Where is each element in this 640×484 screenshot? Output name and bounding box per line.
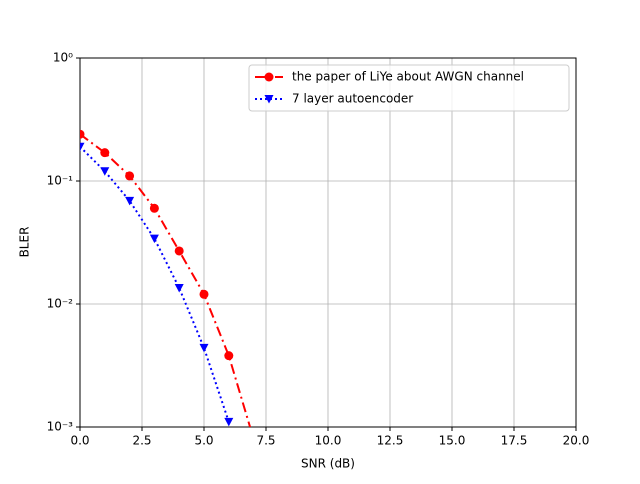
series-line — [80, 133, 252, 427]
x-tick-label: 10.0 — [315, 434, 342, 448]
x-tick-label: 15.0 — [439, 434, 466, 448]
series-line — [80, 146, 230, 423]
marker — [224, 417, 234, 427]
y-tick-label: 10⁻² — [47, 297, 74, 311]
marker — [199, 343, 209, 353]
marker — [224, 351, 234, 361]
legend-marker — [264, 95, 274, 104]
legend-label: the paper of LiYe about AWGN channel — [292, 70, 524, 84]
x-tick-label: 2.5 — [132, 434, 151, 448]
y-tick-label: 10⁻¹ — [47, 174, 74, 188]
marker — [149, 203, 159, 213]
x-tick-label: 7.5 — [256, 434, 275, 448]
x-tick-label: 20.0 — [563, 434, 590, 448]
x-axis-label: SNR (dB) — [301, 457, 355, 471]
plot-frame — [79, 57, 577, 428]
x-tick-label: 12.5 — [377, 434, 404, 448]
marker — [80, 129, 85, 139]
marker — [174, 283, 184, 293]
plot-area — [80, 129, 252, 427]
legend-marker — [264, 72, 274, 82]
marker — [199, 289, 209, 299]
marker — [174, 246, 184, 256]
marker — [100, 167, 110, 176]
y-tick-label: 10⁰ — [53, 51, 73, 65]
marker — [149, 234, 159, 244]
legend-box — [248, 64, 570, 112]
legend-label: 7 layer autoencoder — [292, 92, 413, 106]
marker — [100, 148, 110, 158]
marker — [80, 142, 85, 152]
x-tick-label: 5.0 — [194, 434, 213, 448]
y-tick-label: 10⁻³ — [47, 420, 74, 434]
marker — [125, 171, 135, 181]
marker — [125, 196, 135, 206]
x-tick-label: 0.0 — [70, 434, 89, 448]
y-axis-label: BLER — [18, 227, 32, 258]
x-tick-label: 17.5 — [501, 434, 528, 448]
